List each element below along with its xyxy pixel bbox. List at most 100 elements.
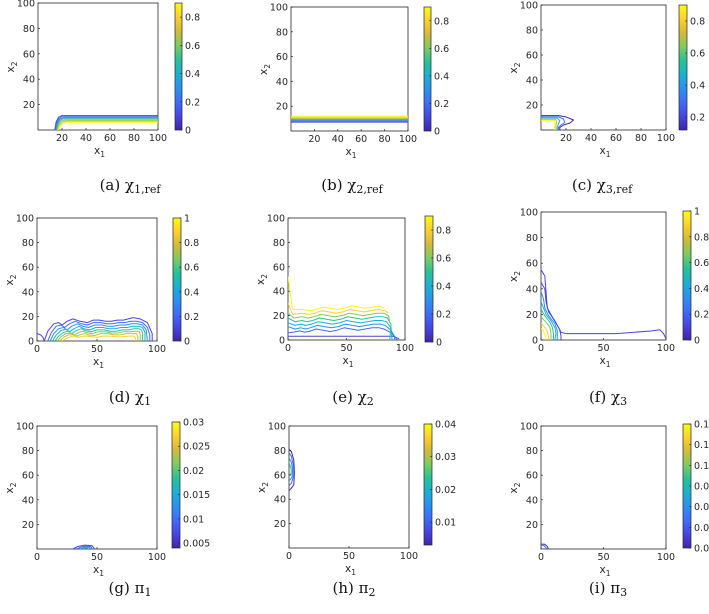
x-tick-label: 0 <box>34 344 40 355</box>
colorbar-tick-label: 0.4 <box>434 71 449 82</box>
y-tick-label: 40 <box>526 284 538 295</box>
y-axis-label: x2 <box>4 482 18 493</box>
contour-line <box>541 117 561 130</box>
x-axis-label-sub: 1 <box>100 150 105 159</box>
plot-area-g <box>36 425 158 550</box>
colorbar-tick-label: 0 <box>694 336 700 347</box>
contour-line <box>76 545 93 549</box>
y-axis-label-main: x <box>508 487 520 493</box>
colorbar-h <box>423 423 433 546</box>
contour-line <box>541 118 558 130</box>
x-axis-label-main: x <box>600 355 606 367</box>
colorbar-tick-label: 0.01 <box>435 518 456 529</box>
y-axis-label-sub: 2 <box>261 482 270 487</box>
x-axis-label: x1 <box>345 563 356 577</box>
x-tick-label: 50 <box>91 552 103 563</box>
panel-d: 0 50 100020406080100x1x200.20.40.60.81(d) … <box>4 214 199 409</box>
caption-d: (d) χ1 <box>109 388 151 408</box>
x-axis-label: x1 <box>346 146 357 160</box>
y-tick-label: 100 <box>16 214 34 225</box>
colorbar-tick-label: 0.2 <box>436 310 451 321</box>
y-axis-label-sub: 2 <box>10 61 19 66</box>
caption-g: (g) π1 <box>109 579 152 599</box>
caption-subscript: 1 <box>144 586 151 599</box>
x-tick-label: 50 <box>597 552 609 563</box>
y-tick-label: 20 <box>273 311 285 322</box>
x-axis-label-sub: 1 <box>351 568 356 577</box>
y-axis-label: x2 <box>508 482 522 493</box>
x-tick-label: 80 <box>379 134 391 145</box>
caption-subscript: 3 <box>620 395 627 408</box>
y-axis-label: x2 <box>256 482 270 493</box>
y-tick-label: 20 <box>526 310 538 321</box>
x-axis-label: x1 <box>94 145 105 159</box>
x-tick-label: 20 <box>560 133 572 144</box>
panel-b: 20 40 60 80 10020406080100x1x200.20.40.60.8(… <box>258 3 449 197</box>
contour-line <box>541 269 666 339</box>
y-tick-label: 80 <box>22 238 34 249</box>
colorbar-tick-label: 0.04 <box>694 523 709 534</box>
x-tick-label: 50 <box>343 551 355 562</box>
contour-line <box>541 316 552 340</box>
y-tick-label: 100 <box>16 422 34 433</box>
contours-b <box>291 115 408 123</box>
y-tick-label: 40 <box>526 76 538 87</box>
x-tick-label: 0 <box>285 343 291 354</box>
plot-area-c <box>540 4 667 131</box>
colorbar-tick-label: 0.6 <box>184 263 199 274</box>
colorbar-tick-label: 0.4 <box>436 282 451 293</box>
plot-area-f <box>540 211 667 341</box>
y-axis-label: x2 <box>508 62 522 73</box>
contours-d <box>37 317 153 341</box>
y-axis-label-sub: 2 <box>513 482 522 487</box>
contour-line <box>57 120 158 130</box>
y-tick-label: 80 <box>276 27 288 38</box>
x-axis-label-sub: 1 <box>606 150 611 159</box>
contour-line <box>43 317 153 341</box>
y-tick-label: 20 <box>276 102 288 113</box>
plot-area-i <box>540 425 667 550</box>
caption-subscript: 1,ref <box>134 183 161 196</box>
contour-line <box>82 547 89 549</box>
panel-i: 05010020406080100x1x20.020.040.060.080.1… <box>508 420 709 600</box>
x-tick-label: 80 <box>635 133 647 144</box>
caption-e: (e) χ2 <box>332 388 373 408</box>
x-axis-label: x1 <box>93 564 104 578</box>
y-tick-label: 40 <box>22 495 34 506</box>
contours-f <box>541 269 666 340</box>
panel-g: 0 50 10020406080100x1x20.0050.010.0150.020… <box>4 418 210 600</box>
y-tick-label: 80 <box>526 446 538 457</box>
y-axis-label-sub: 2 <box>513 62 522 67</box>
contour-line <box>288 312 391 323</box>
y-tick-label: 100 <box>520 1 538 12</box>
colorbar-tick-label: 0.8 <box>690 17 705 28</box>
panel-h: 0 50 10020406080100x1x20.010.020.030.04(h)… <box>256 420 456 600</box>
colorbar-c <box>678 4 688 131</box>
caption-a: (a) χ1,ref <box>100 176 162 196</box>
x-axis-label-sub: 1 <box>99 361 104 370</box>
x-tick-label: 0 <box>34 552 40 563</box>
y-axis-label-main: x <box>508 67 520 73</box>
y-tick-label: 0 <box>279 336 285 347</box>
colorbar-d <box>172 217 182 342</box>
y-tick-label: 40 <box>22 287 34 298</box>
y-tick-label: 60 <box>22 263 34 274</box>
x-tick-label: 100 <box>396 343 414 354</box>
contour-line <box>37 333 45 341</box>
colorbar-tick-label: 0.6 <box>434 44 449 55</box>
x-axis-label-main: x <box>93 356 99 368</box>
contour-line <box>288 323 395 340</box>
x-tick-label: 100 <box>148 552 166 563</box>
contour-line <box>55 117 158 130</box>
colorbar-tick-label: 0.14 <box>694 420 709 431</box>
contour-line <box>59 333 139 341</box>
contour-line <box>288 335 400 340</box>
y-axis-label: x2 <box>508 271 522 282</box>
x-axis-label-sub: 1 <box>606 360 611 369</box>
x-tick-label: 50 <box>340 343 352 354</box>
colorbar-tick-label: 0.08 <box>694 482 709 493</box>
contour-line <box>80 546 92 549</box>
contour-line <box>288 303 389 315</box>
caption-main: (g) π <box>109 579 145 597</box>
caption-h: (h) π2 <box>333 579 376 599</box>
